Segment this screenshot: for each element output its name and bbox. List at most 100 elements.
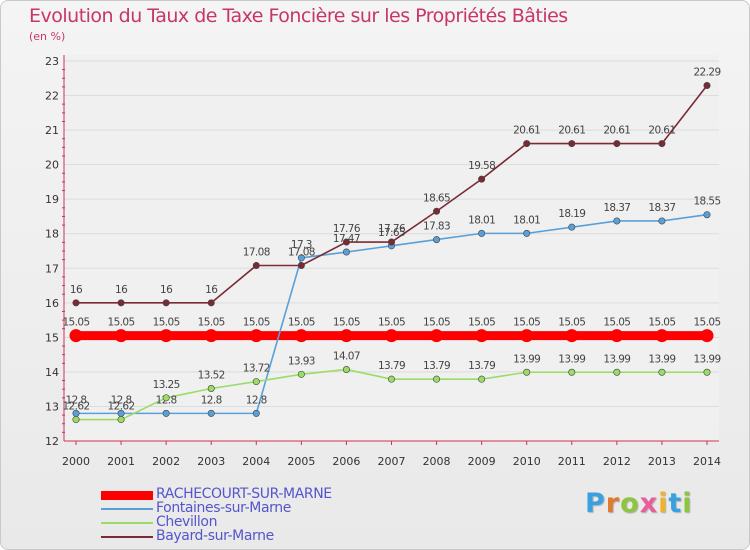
data-label: 13.52 bbox=[198, 369, 225, 381]
data-label: 15.05 bbox=[333, 317, 360, 329]
data-label: 13.79 bbox=[468, 360, 495, 372]
data-point bbox=[520, 329, 534, 343]
x-tick-label: 2004 bbox=[242, 455, 270, 468]
data-label: 15.05 bbox=[468, 317, 495, 329]
data-point bbox=[297, 262, 305, 270]
data-point bbox=[568, 223, 576, 231]
y-tick-label: 12 bbox=[45, 435, 59, 448]
data-point bbox=[610, 329, 624, 343]
data-label: 17.3 bbox=[291, 239, 312, 251]
data-point bbox=[433, 375, 441, 383]
data-point bbox=[294, 329, 308, 343]
legend-swatch-rachecourt bbox=[101, 491, 153, 500]
legend-label-fontaines: Fontaines-sur-Marne bbox=[156, 500, 291, 516]
data-point bbox=[433, 207, 441, 215]
data-label: 18.19 bbox=[558, 208, 585, 220]
data-point bbox=[69, 329, 83, 343]
x-tick-label: 2013 bbox=[648, 455, 676, 468]
y-tick-label: 20 bbox=[45, 159, 59, 172]
data-label: 13.25 bbox=[153, 379, 180, 391]
x-tick-label: 2008 bbox=[423, 455, 451, 468]
data-point bbox=[117, 299, 125, 307]
y-tick-label: 18 bbox=[45, 228, 59, 241]
data-point bbox=[478, 375, 486, 383]
data-label: 18.01 bbox=[468, 214, 495, 226]
data-point bbox=[207, 384, 215, 392]
data-label: 13.93 bbox=[288, 355, 315, 367]
data-label: 12.62 bbox=[108, 401, 135, 413]
data-label: 15.05 bbox=[243, 317, 270, 329]
data-label: 19.58 bbox=[468, 160, 495, 172]
x-tick-label: 2002 bbox=[152, 455, 180, 468]
data-point bbox=[475, 329, 489, 343]
data-label: 18.55 bbox=[693, 196, 720, 208]
data-point bbox=[655, 329, 669, 343]
data-label: 20.61 bbox=[603, 125, 630, 137]
data-point bbox=[72, 299, 80, 307]
data-point bbox=[297, 370, 305, 378]
data-point bbox=[568, 140, 576, 148]
y-tick-label: 16 bbox=[45, 297, 59, 310]
y-tick-label: 17 bbox=[45, 262, 59, 275]
data-point bbox=[658, 140, 666, 148]
x-tick-label: 2014 bbox=[693, 455, 721, 468]
data-point bbox=[700, 329, 714, 343]
legend-swatch-bayard bbox=[101, 536, 153, 538]
data-label: 12.8 bbox=[111, 394, 132, 406]
data-point bbox=[430, 329, 444, 343]
x-tick-label: 2005 bbox=[287, 455, 315, 468]
data-point bbox=[613, 368, 621, 376]
data-point bbox=[523, 229, 531, 237]
data-label: 12.8 bbox=[66, 394, 87, 406]
data-label: 16 bbox=[70, 284, 83, 296]
data-label: 15.05 bbox=[198, 317, 225, 329]
data-label: 12.8 bbox=[201, 394, 222, 406]
y-tick-label: 19 bbox=[45, 193, 59, 206]
data-point bbox=[252, 262, 260, 270]
data-label: 15.05 bbox=[108, 317, 135, 329]
x-tick-label: 2010 bbox=[513, 455, 541, 468]
data-point bbox=[162, 394, 170, 402]
data-label: 18.65 bbox=[423, 192, 450, 204]
data-label: 15.05 bbox=[153, 317, 180, 329]
data-label: 15.05 bbox=[648, 317, 675, 329]
data-label: 17.08 bbox=[288, 247, 315, 259]
data-label: 15.05 bbox=[62, 317, 89, 329]
data-point bbox=[565, 329, 579, 343]
data-label: 13.99 bbox=[603, 353, 630, 365]
x-tick-label: 2000 bbox=[62, 455, 90, 468]
data-point bbox=[162, 299, 170, 307]
data-label: 16 bbox=[160, 284, 173, 296]
data-point bbox=[114, 329, 128, 343]
data-label: 15.05 bbox=[603, 317, 630, 329]
data-label: 13.79 bbox=[423, 360, 450, 372]
data-point bbox=[658, 368, 666, 376]
data-label: 20.61 bbox=[648, 125, 675, 137]
data-label: 16 bbox=[115, 284, 128, 296]
y-tick-label: 22 bbox=[45, 90, 59, 103]
data-point bbox=[658, 217, 666, 225]
data-point bbox=[387, 238, 395, 246]
data-label: 16 bbox=[205, 284, 218, 296]
y-tick-label: 13 bbox=[45, 400, 59, 413]
data-point bbox=[342, 365, 350, 373]
data-label: 17.08 bbox=[243, 247, 270, 259]
data-point bbox=[339, 329, 353, 343]
data-label: 18.37 bbox=[603, 202, 630, 214]
data-label: 20.61 bbox=[513, 125, 540, 137]
x-tick-label: 2006 bbox=[332, 455, 360, 468]
data-point bbox=[72, 416, 80, 424]
data-point bbox=[342, 238, 350, 246]
data-label: 12.8 bbox=[246, 394, 267, 406]
data-point bbox=[159, 329, 173, 343]
legend-swatch-chevillon bbox=[101, 522, 153, 524]
legend-label-chevillon: Chevillon bbox=[156, 514, 218, 530]
data-label: 13.99 bbox=[648, 353, 675, 365]
data-point bbox=[613, 140, 621, 148]
data-point bbox=[117, 416, 125, 424]
data-point bbox=[478, 229, 486, 237]
data-point bbox=[523, 140, 531, 148]
data-label: 14.07 bbox=[333, 350, 360, 362]
data-point bbox=[249, 329, 263, 343]
data-label: 13.99 bbox=[513, 353, 540, 365]
